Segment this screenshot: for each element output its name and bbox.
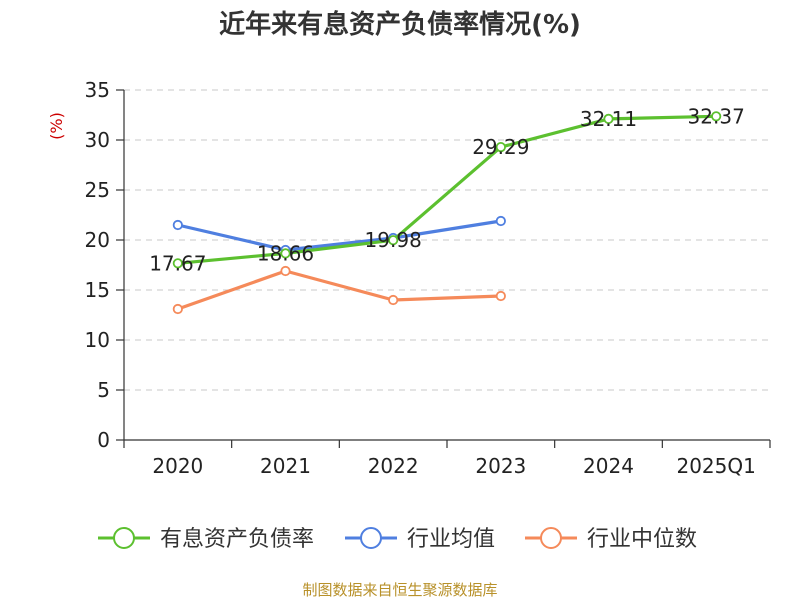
- source-note: 制图数据来自恒生聚源数据库: [302, 581, 497, 599]
- x-tick-label: 2024: [583, 454, 634, 478]
- data-point: [172, 219, 183, 231]
- series-lines: [172, 111, 722, 315]
- x-tick-label: 2020: [152, 454, 203, 478]
- y-tick-label: 30: [85, 128, 110, 152]
- series-line: [177, 269, 501, 311]
- data-point: [495, 215, 506, 227]
- y-tick-label: 25: [85, 178, 110, 202]
- data-point: [711, 111, 722, 122]
- y-tick-label: 0: [97, 428, 110, 452]
- legend-item: 有息资产负债率: [98, 527, 314, 552]
- data-point: [603, 113, 614, 125]
- y-tick-label: 15: [85, 278, 110, 302]
- x-tick-label: 2025Q1: [676, 454, 755, 478]
- legend: 有息资产负债率 行业均值 行业中位数: [98, 527, 697, 552]
- x-tick-label: 2023: [475, 454, 526, 478]
- legend-marker: [540, 527, 562, 549]
- data-label: 29.29: [472, 135, 529, 159]
- legend-item: 行业均值: [345, 527, 495, 552]
- x-tick-label: 2021: [260, 454, 311, 478]
- data-point: [495, 290, 506, 302]
- legend-marker: [360, 527, 382, 549]
- legend-item: 行业中位数: [525, 527, 697, 552]
- y-tick-label: 5: [97, 378, 110, 402]
- gridlines: [124, 89, 770, 391]
- y-tick-label: 20: [85, 228, 110, 252]
- data-point: [388, 235, 399, 246]
- y-tick-label: 10: [85, 328, 110, 352]
- legend-label: 有息资产负债率: [160, 527, 314, 552]
- x-tick-label: 2022: [368, 454, 419, 478]
- data-label: 19.98: [365, 228, 422, 252]
- data-point: [280, 248, 291, 259]
- data-label: 32.11: [580, 107, 637, 131]
- legend-marker: [113, 527, 135, 549]
- data-point: [280, 265, 291, 277]
- data-label: 17.67: [149, 251, 206, 275]
- data-point: [495, 142, 506, 153]
- series-line: [177, 114, 717, 265]
- data-point: [388, 294, 399, 306]
- data-label: 32.37: [688, 104, 745, 128]
- axes: [123, 90, 770, 441]
- chart-title: 近年来有息资产负债率情况(%): [219, 9, 581, 40]
- y-axis-unit: (%): [47, 112, 66, 140]
- data-labels: 17.67 18.66 19.98 29.29 32.11 32.37: [149, 104, 745, 275]
- series-line: [177, 219, 502, 252]
- y-axis-ticks: 0 5 10 15 20 25 30 35: [85, 78, 124, 452]
- y-tick-label: 35: [85, 78, 110, 102]
- data-label: 18.66: [257, 241, 314, 265]
- data-point: [172, 303, 183, 315]
- legend-label: 行业均值: [407, 527, 495, 552]
- data-point: [172, 258, 183, 269]
- legend-label: 行业中位数: [587, 527, 697, 552]
- x-axis-ticks: 2020 2021 2022 2023 2024 2025Q1: [123, 440, 771, 478]
